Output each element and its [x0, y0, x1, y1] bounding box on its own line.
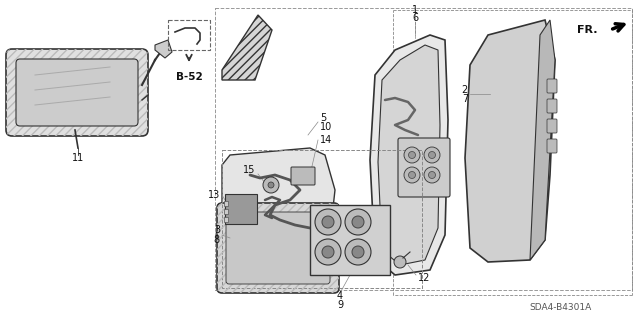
FancyBboxPatch shape	[547, 79, 557, 93]
Circle shape	[429, 152, 435, 159]
FancyBboxPatch shape	[547, 99, 557, 113]
Circle shape	[408, 152, 415, 159]
Circle shape	[404, 147, 420, 163]
Text: 4: 4	[337, 291, 343, 301]
Text: SDA4-B4301A: SDA4-B4301A	[529, 303, 591, 313]
Circle shape	[424, 167, 440, 183]
FancyBboxPatch shape	[6, 49, 148, 136]
Text: 3: 3	[214, 225, 220, 235]
Text: 6: 6	[412, 13, 418, 23]
Text: 13: 13	[208, 190, 220, 200]
FancyBboxPatch shape	[310, 205, 390, 275]
Circle shape	[322, 216, 334, 228]
Circle shape	[345, 239, 371, 265]
Polygon shape	[530, 20, 555, 260]
Text: B-52: B-52	[175, 72, 202, 82]
Text: 7: 7	[461, 94, 468, 104]
FancyBboxPatch shape	[224, 217, 228, 222]
Circle shape	[315, 239, 341, 265]
Text: 11: 11	[72, 153, 84, 163]
Circle shape	[424, 147, 440, 163]
FancyBboxPatch shape	[398, 138, 450, 197]
Circle shape	[408, 172, 415, 179]
FancyBboxPatch shape	[16, 59, 138, 126]
Circle shape	[352, 246, 364, 258]
Text: 9: 9	[337, 300, 343, 310]
Circle shape	[263, 177, 279, 193]
Text: FR.: FR.	[577, 25, 598, 35]
Text: 12: 12	[418, 273, 430, 283]
Circle shape	[315, 209, 341, 235]
Text: 8: 8	[214, 235, 220, 245]
Polygon shape	[378, 45, 440, 265]
Circle shape	[268, 182, 274, 188]
Polygon shape	[370, 35, 448, 275]
FancyBboxPatch shape	[547, 139, 557, 153]
Circle shape	[394, 256, 406, 268]
FancyBboxPatch shape	[547, 119, 557, 133]
Text: 15: 15	[243, 165, 255, 175]
Circle shape	[322, 246, 334, 258]
Circle shape	[345, 209, 371, 235]
FancyBboxPatch shape	[291, 167, 315, 185]
Text: 1: 1	[412, 5, 418, 15]
Polygon shape	[222, 148, 335, 285]
Text: 2: 2	[461, 85, 468, 95]
Polygon shape	[465, 20, 555, 262]
Text: 14: 14	[320, 135, 332, 145]
Circle shape	[429, 172, 435, 179]
Circle shape	[352, 216, 364, 228]
Text: 5: 5	[320, 113, 326, 123]
FancyBboxPatch shape	[226, 212, 330, 284]
Polygon shape	[222, 15, 272, 80]
Circle shape	[404, 167, 420, 183]
FancyBboxPatch shape	[224, 209, 228, 214]
FancyBboxPatch shape	[224, 201, 228, 206]
FancyBboxPatch shape	[225, 194, 257, 224]
FancyBboxPatch shape	[217, 203, 339, 293]
Polygon shape	[155, 40, 172, 58]
Text: 10: 10	[320, 122, 332, 132]
